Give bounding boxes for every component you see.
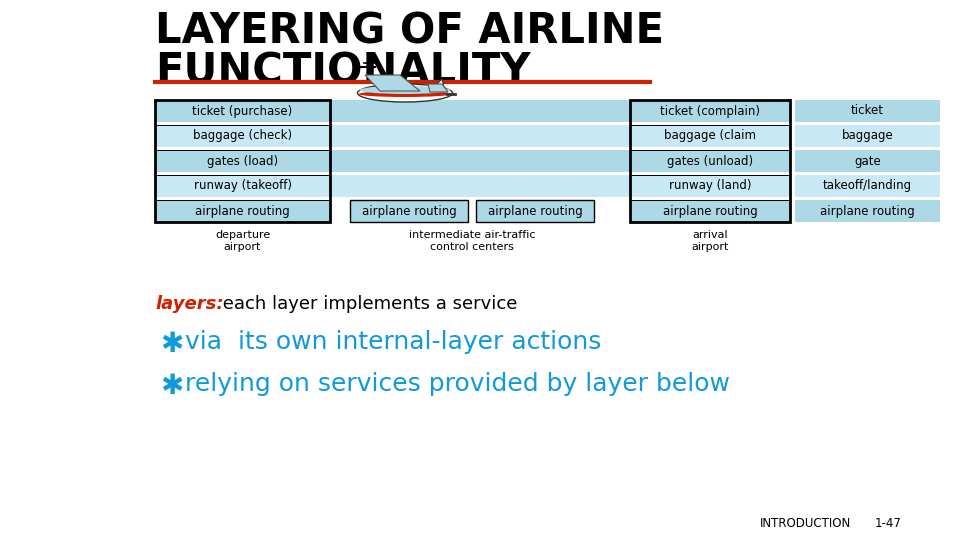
Text: arrival
airport: arrival airport [691,230,729,252]
Text: runway (land): runway (land) [669,179,752,192]
Text: layers:: layers: [155,295,224,313]
Bar [795,200,940,222]
Text: via  its own internal-layer actions: via its own internal-layer actions [185,330,601,354]
Bar [155,150,330,172]
Text: takeoff/landing: takeoff/landing [823,179,912,192]
Text: gate: gate [854,154,881,167]
Ellipse shape [358,91,451,97]
Text: ticket (purchase): ticket (purchase) [192,105,293,118]
Text: 1-47: 1-47 [875,517,901,530]
Bar [630,175,790,197]
Bar [795,175,940,197]
Text: airplane routing: airplane routing [195,205,290,218]
Text: relying on services provided by layer below: relying on services provided by layer be… [185,372,730,396]
Bar [476,200,594,222]
Bar [330,125,630,147]
Text: LAYERING OF AIRLINE: LAYERING OF AIRLINE [155,10,664,52]
Bar [155,200,330,222]
Text: INTRODUCTION: INTRODUCTION [760,517,852,530]
Text: airplane routing: airplane routing [820,205,915,218]
Bar [155,125,330,147]
Text: each layer implements a service: each layer implements a service [217,295,517,313]
Polygon shape [428,84,448,92]
Ellipse shape [357,84,452,102]
Text: baggage (claim: baggage (claim [664,130,756,143]
Text: ticket (complain): ticket (complain) [660,105,760,118]
Text: intermediate air-traffic
control centers: intermediate air-traffic control centers [409,230,536,252]
Bar [630,125,790,147]
Bar [155,100,330,222]
Bar [330,100,630,122]
Text: ✱: ✱ [160,330,183,358]
Bar [630,150,790,172]
Bar [330,175,630,197]
Bar [330,150,630,172]
Polygon shape [430,79,445,91]
Polygon shape [365,75,420,91]
Bar [795,150,940,172]
Text: runway (takeoff): runway (takeoff) [194,179,292,192]
Bar [630,200,790,222]
Text: airplane routing: airplane routing [662,205,757,218]
Text: gates (load): gates (load) [207,154,278,167]
Text: ticket: ticket [851,105,884,118]
Bar [155,100,330,122]
Text: airplane routing: airplane routing [488,205,583,218]
Bar [350,200,468,222]
Bar [155,175,330,197]
Text: baggage: baggage [842,130,894,143]
Text: departure
airport: departure airport [215,230,270,252]
Bar [795,125,940,147]
Bar [630,100,790,222]
Text: FUNCTIONALITY: FUNCTIONALITY [155,50,531,92]
Ellipse shape [359,86,450,94]
Text: gates (unload): gates (unload) [667,154,753,167]
Text: airplane routing: airplane routing [362,205,456,218]
Text: ✱: ✱ [160,372,183,400]
Bar [630,100,790,122]
Bar [795,100,940,122]
Text: baggage (check): baggage (check) [193,130,292,143]
